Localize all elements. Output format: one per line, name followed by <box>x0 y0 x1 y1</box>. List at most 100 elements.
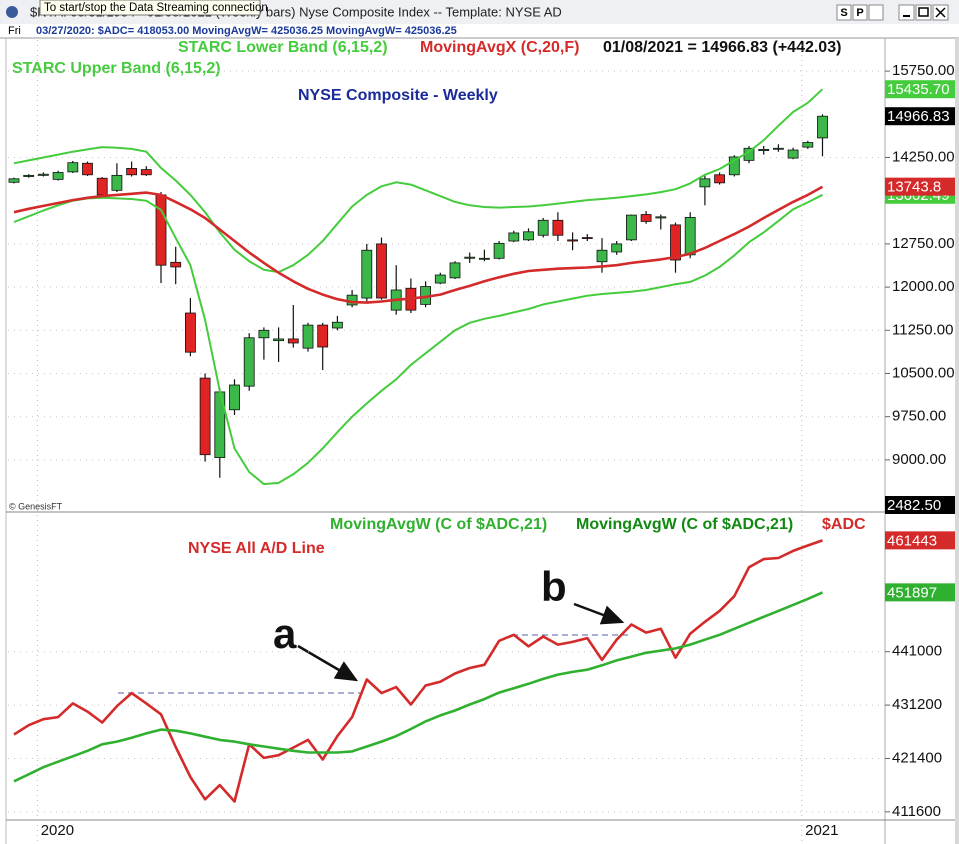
candle-body <box>140 169 152 176</box>
y-tick-label: 12750.00 <box>892 235 955 252</box>
price-tag <box>885 177 955 196</box>
candle-body <box>626 214 637 241</box>
legend-entry: MovingAvgW (C of $ADC,21) <box>576 516 793 533</box>
y-tick-label: 10500.00 <box>892 364 955 381</box>
candle-body <box>331 321 343 329</box>
chart-title: NYSE All A/D Line <box>188 540 325 557</box>
price-tag <box>885 107 955 126</box>
candle-body <box>655 216 667 219</box>
candle-body <box>8 178 20 183</box>
price-tags: 15435.7013602.4913743.814966.832482.5046… <box>885 80 955 602</box>
price-tag-label: 451897 <box>887 584 937 601</box>
annotation: a <box>273 610 297 657</box>
candle-body <box>273 338 285 342</box>
y-tick-label: 411600 <box>892 803 941 820</box>
y-tick-label: 11250.00 <box>892 321 953 338</box>
legend-entry: MovingAvgX (C,20,F) <box>420 39 579 56</box>
candle-body <box>184 312 196 353</box>
info-readout: 03/27/2020: $ADC= 418053.00 MovingAvgW= … <box>36 25 457 37</box>
y-tick-label: 12000.00 <box>892 278 955 295</box>
button[interactable] <box>836 4 852 21</box>
x-tick-label: 2021 <box>805 822 838 839</box>
price-tag <box>885 531 955 550</box>
price-tag-label: 2482.50 <box>887 497 941 514</box>
candle-body <box>258 329 270 339</box>
info-day: Fri <box>8 25 21 37</box>
y-tick-label: 421400 <box>892 749 942 766</box>
candle-body <box>287 338 299 344</box>
button[interactable] <box>852 4 868 21</box>
candle-body <box>758 149 770 151</box>
legend-entry: STARC Upper Band (6,15,2) <box>12 60 221 77</box>
candle-body <box>508 232 520 242</box>
y-tick-label: 9750.00 <box>892 408 946 425</box>
candle-body <box>478 257 490 260</box>
y-tick-label: 441000 <box>892 643 942 660</box>
button-label[interactable]: S <box>840 7 847 19</box>
candle-body <box>552 219 564 236</box>
series-line <box>13 193 823 486</box>
frame-edge <box>955 38 959 844</box>
candle-body <box>82 162 93 176</box>
candle-body <box>243 337 255 387</box>
annotation-arrow <box>297 644 359 682</box>
candle-body <box>434 274 446 284</box>
legend-entry: STARC Lower Band (6,15,2) <box>178 39 388 56</box>
candle-body <box>773 147 784 150</box>
y-tick-label: 15750.00 <box>892 62 955 79</box>
candle-body <box>581 237 593 239</box>
legend-entry: $ADC <box>822 516 866 533</box>
price-tag-label: 15435.70 <box>887 81 950 98</box>
candle-body <box>229 384 240 411</box>
readout: 01/08/2021 = 14966.83 (+442.03) <box>603 39 841 56</box>
credit: © GenesisFT <box>9 501 63 511</box>
candle-body <box>817 115 828 139</box>
x-tick-label: 2020 <box>41 822 74 839</box>
price-tag <box>885 496 955 514</box>
candle-body <box>493 242 505 259</box>
candle-body <box>449 262 461 279</box>
candle-body <box>361 249 373 299</box>
legend-entry: MovingAvgW (C of $ADC,21) <box>330 516 547 533</box>
button-label[interactable]: P <box>856 7 863 19</box>
y-tick-label: 9000.00 <box>892 451 946 468</box>
candle-body <box>464 256 476 259</box>
candle-body <box>611 243 623 253</box>
candle-body <box>376 243 387 299</box>
candle-body <box>302 324 314 349</box>
candle-body <box>126 168 137 176</box>
candle-body <box>728 156 740 176</box>
pin-button[interactable] <box>868 4 884 21</box>
minimize-button[interactable] <box>898 4 915 21</box>
candle-body <box>596 249 608 263</box>
candle-body <box>699 178 711 188</box>
series-line <box>13 539 823 803</box>
annotation-arrow <box>573 602 625 625</box>
candle-body <box>111 174 123 191</box>
candle-body <box>170 261 182 268</box>
close-icon <box>935 7 946 18</box>
price-tag <box>885 80 955 99</box>
series-line <box>13 185 824 304</box>
app-icon <box>6 6 18 18</box>
chart-title: NYSE Composite - Weekly <box>298 87 498 104</box>
series-line <box>13 88 824 274</box>
tooltip-box <box>39 0 261 16</box>
candle-body <box>787 149 799 159</box>
maximize-icon <box>918 7 929 17</box>
candle-body <box>567 239 578 242</box>
candle-body <box>684 217 696 256</box>
candle-body <box>537 219 549 236</box>
candle-body <box>714 174 725 184</box>
candle-body <box>670 224 681 261</box>
candle-body <box>317 324 329 348</box>
candle-body <box>199 377 211 456</box>
candle-body <box>155 194 167 266</box>
price-tag-label: 14966.83 <box>887 108 950 125</box>
price-tag <box>885 583 955 602</box>
candle-body <box>640 214 652 222</box>
candle-body <box>802 142 814 148</box>
candle-body <box>52 172 64 180</box>
